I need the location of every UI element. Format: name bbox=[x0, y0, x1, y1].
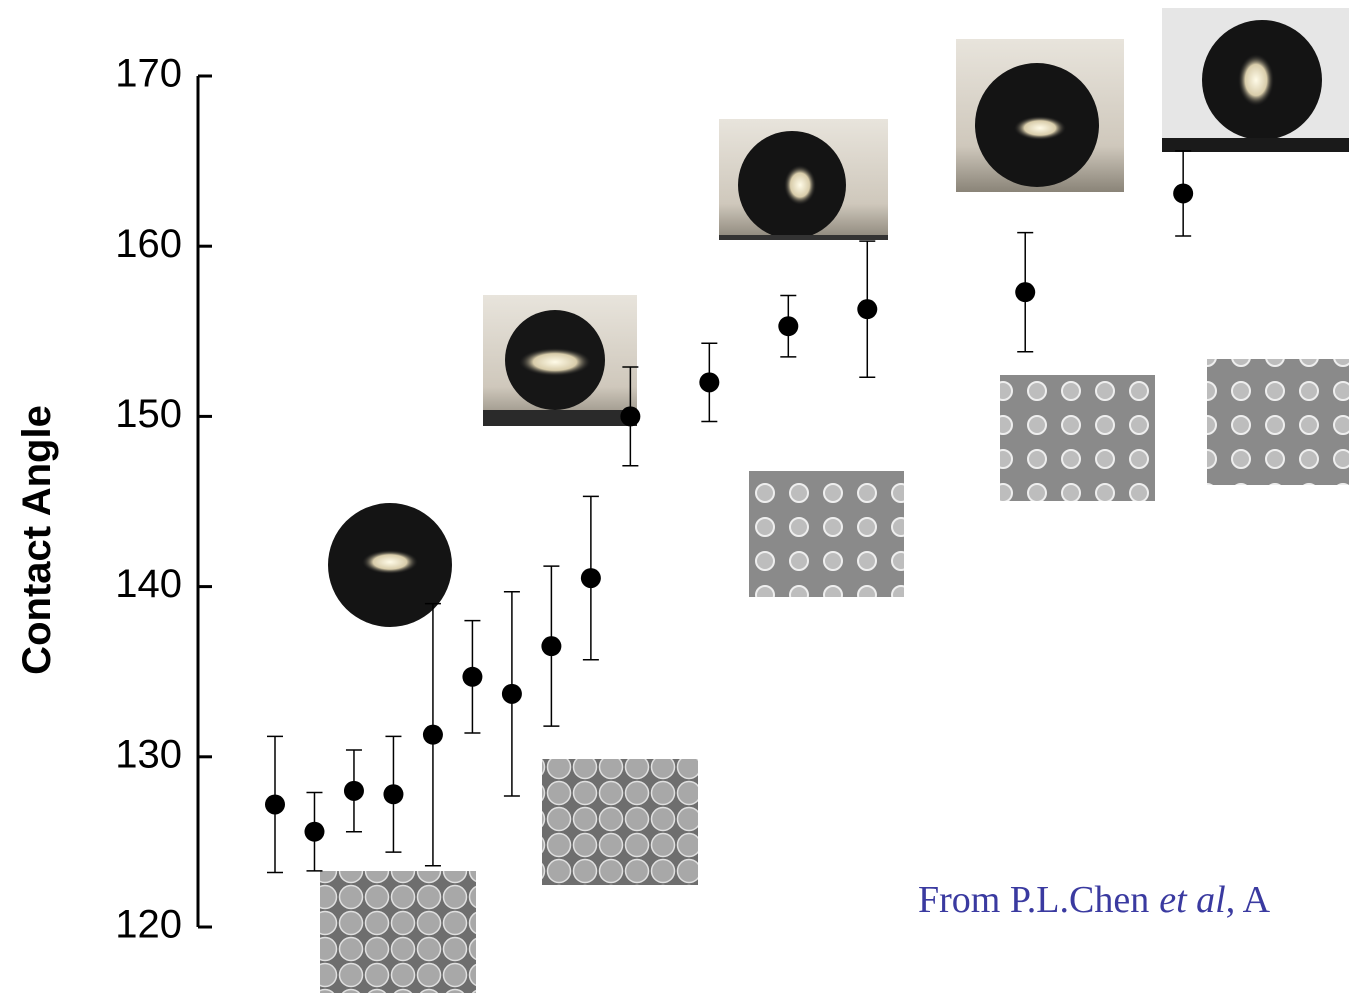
citation-suffix: , A bbox=[1226, 879, 1271, 921]
point bbox=[265, 794, 285, 814]
y-tick-label: 120 bbox=[115, 903, 182, 947]
y-tick-label: 170 bbox=[115, 52, 182, 96]
point bbox=[502, 684, 522, 704]
point bbox=[1173, 183, 1193, 203]
droplet-photo bbox=[719, 119, 888, 240]
sem-image bbox=[320, 871, 476, 993]
chart: Contact Angle From P.L.Chenet al, A 120 1… bbox=[0, 0, 1349, 993]
citation-text: From P.L.Chen bbox=[918, 879, 1149, 921]
y-tick-label: 150 bbox=[115, 392, 182, 436]
point bbox=[778, 316, 798, 336]
point bbox=[541, 636, 561, 656]
droplet-photo bbox=[1162, 8, 1349, 152]
point bbox=[462, 667, 482, 687]
droplet-photo bbox=[320, 497, 460, 627]
point bbox=[304, 822, 324, 842]
sem-image bbox=[1207, 359, 1349, 485]
point bbox=[620, 406, 640, 426]
y-tick-label: 130 bbox=[115, 732, 182, 776]
point bbox=[423, 725, 443, 745]
sem-image bbox=[542, 759, 698, 885]
droplet-photo bbox=[956, 39, 1124, 192]
citation-italic: et al bbox=[1159, 879, 1225, 921]
y-axis-label: Contact Angle bbox=[15, 405, 59, 675]
point bbox=[344, 781, 364, 801]
sem-image bbox=[1000, 375, 1155, 501]
point bbox=[699, 372, 719, 392]
point bbox=[1015, 282, 1035, 302]
y-tick-label: 140 bbox=[115, 562, 182, 606]
droplet-photo bbox=[483, 295, 637, 426]
point bbox=[581, 568, 601, 588]
sem-image bbox=[749, 471, 904, 597]
point bbox=[857, 299, 877, 319]
y-tick-label: 160 bbox=[115, 222, 182, 266]
point bbox=[383, 784, 403, 804]
